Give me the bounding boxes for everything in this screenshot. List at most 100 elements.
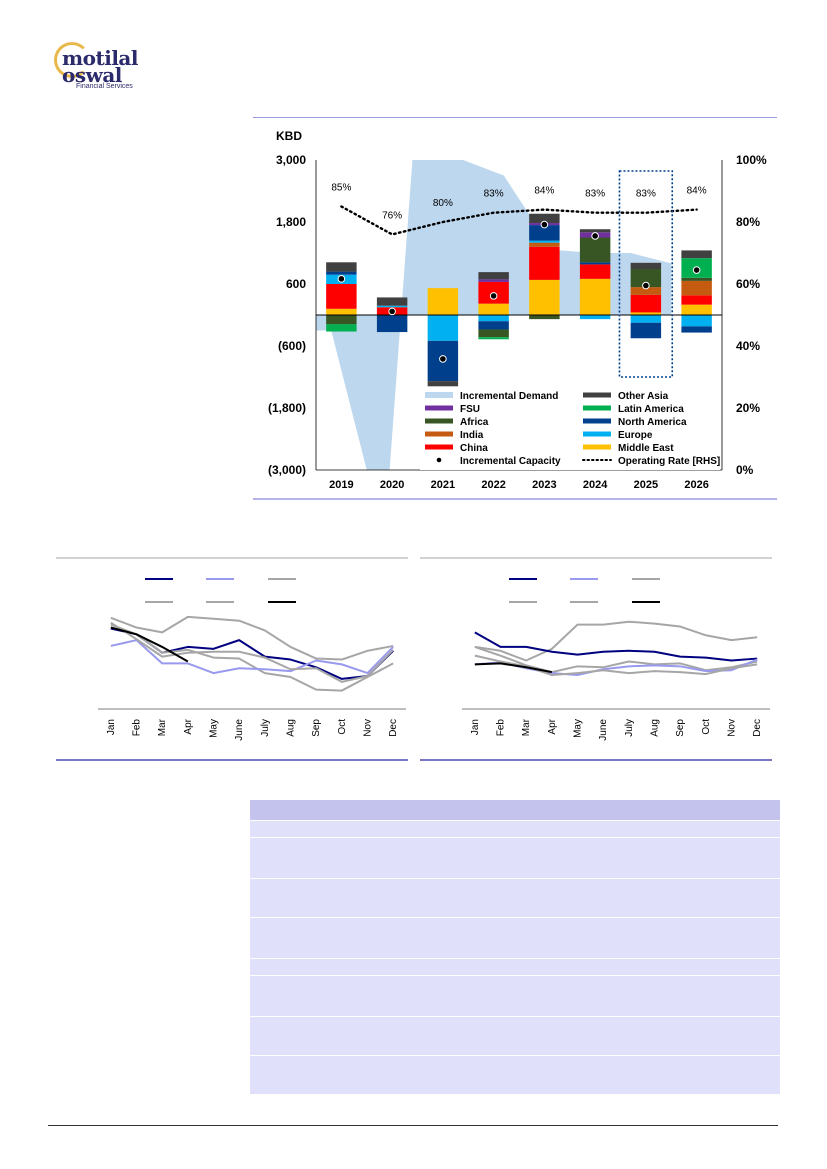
legend-item-incremental-demand: Incremental Demand (425, 391, 558, 402)
x-tick-label-Nov: Nov (363, 719, 374, 737)
highlight-box-2025 (618, 170, 674, 378)
bar-africa-2024 (579, 237, 611, 263)
bar-china-2026 (681, 295, 712, 305)
logo-word-oswal: oswal (62, 63, 122, 87)
bar-middle-east-2019 (326, 308, 357, 315)
bar-europe-2024 (579, 315, 611, 320)
y2-tick-label: 20% (736, 401, 760, 415)
incremental-capacity-dot-2019 (337, 275, 346, 283)
bar-middle-east-2021 (427, 288, 459, 315)
footer-divider (48, 1125, 778, 1126)
legend-background (420, 388, 720, 470)
legend-swatch (583, 405, 611, 411)
y-tick-label: 600 (286, 277, 306, 291)
bar-africa-2022 (478, 329, 509, 338)
y-tick-label: (3,000) (268, 463, 306, 477)
logo-word-motilal: motilal (62, 46, 139, 70)
legend-item-africa: Africa (425, 417, 489, 428)
bar-north-america-2026 (681, 326, 712, 333)
bar-middle-east-2026 (681, 304, 712, 315)
y-tick-label: 1,800 (276, 215, 306, 229)
bar-other-asia-2019 (326, 262, 357, 272)
bar-other-asia-2021 (427, 381, 459, 387)
legend-item-other-asia: Other Asia (583, 391, 669, 402)
x-tick-label-Aug: Aug (650, 719, 661, 737)
bar-north-america-2022 (478, 321, 509, 330)
legend-item-india: India (425, 430, 484, 441)
operating-rate-label-2024: 83% (585, 189, 605, 200)
y-tick-label: (1,800) (268, 401, 306, 415)
legend-label: Africa (460, 417, 489, 428)
logo: motilal oswal Financial Services (50, 40, 160, 95)
legend-label: China (460, 443, 488, 454)
bar-africa-2023 (529, 315, 560, 320)
bar-europe-2020 (376, 305, 408, 308)
x-tick-label-Oct: Oct (337, 719, 348, 735)
bar-china-2024 (579, 264, 611, 279)
bar-china-2019 (326, 284, 357, 309)
legend-label: Europe (618, 430, 653, 441)
operating-rate-label-2022: 83% (484, 189, 504, 200)
legend-item-incremental-capacity: Incremental Capacity (436, 456, 561, 467)
x-tick-label-Jan: Jan (470, 719, 481, 735)
bar-other-asia-2023 (529, 213, 560, 224)
legend-item-china: China (425, 443, 488, 454)
x-tick-label-Oct: Oct (701, 719, 712, 735)
bar-europe-2025 (630, 315, 662, 323)
bar-europe-2021 (427, 315, 459, 341)
bar-africa-2026 (681, 277, 712, 281)
incremental-capacity-dot-2022 (489, 292, 498, 300)
legend-swatch (425, 431, 453, 437)
monthly-line-chart-right: Jan Feb Mar Apr May June July Aug Sep Oct Nov Dec (420, 557, 772, 761)
bar-fsu-2022 (478, 279, 509, 282)
series-line-1 (110, 615, 394, 661)
legend-label: Middle East (618, 443, 674, 454)
legend-swatch (583, 418, 611, 424)
operating-rate-line (340, 205, 698, 236)
bar-china-2025 (630, 294, 662, 313)
legend-swatch (425, 444, 453, 450)
series-line-5 (110, 621, 394, 683)
table-row (250, 837, 780, 878)
operating-rate-label-2019: 85% (331, 183, 351, 194)
bar-china-2023 (529, 246, 560, 280)
incremental-capacity-dot-2023 (540, 220, 549, 229)
series-line-6 (110, 626, 189, 663)
incremental-capacity-dot-2026 (692, 266, 701, 274)
incremental-capacity-dot-2020 (388, 307, 396, 316)
y2-tick-label: 80% (736, 215, 760, 229)
x-tick-label-Apr: Apr (547, 718, 558, 734)
legend-label: Operating Rate [RHS] (618, 456, 720, 467)
bar-europe-2026 (681, 315, 712, 327)
legend-label: FSU (460, 404, 480, 415)
bar-africa-2019 (326, 315, 357, 325)
x-tick-label-2024: 2024 (583, 479, 608, 491)
table-header-row (250, 800, 780, 820)
bar-north-america-2025 (630, 322, 662, 339)
operating-rate-label-2020: 76% (382, 210, 402, 221)
legend-item-operating-rate-rhs-: Operating Rate [RHS] (582, 456, 720, 467)
table-row (250, 975, 780, 1016)
x-tick-label-Nov: Nov (727, 719, 738, 737)
legend-swatch (425, 405, 453, 411)
x-tick-label-Aug: Aug (286, 719, 297, 737)
logo-subtitle: Financial Services (76, 83, 133, 90)
operating-rate-label-2026: 84% (687, 186, 707, 197)
legend-item-middle-east: Middle East (583, 443, 674, 454)
x-tick-label-Dec: Dec (388, 719, 399, 737)
x-tick-label-2020: 2020 (380, 479, 404, 491)
x-tick-label-Sep: Sep (311, 719, 322, 737)
data-table (250, 800, 780, 1094)
operating-rate-label-2021: 80% (433, 198, 453, 209)
legend-label: Incremental Capacity (460, 456, 561, 467)
x-tick-label-Dec: Dec (752, 719, 763, 737)
series-line-2 (474, 631, 758, 662)
y-axis-unit-label: KBD (276, 129, 302, 143)
bar-north-america-2024 (579, 262, 611, 265)
bar-other-asia-2026 (681, 250, 712, 259)
legend-item-latin-america: Latin America (583, 404, 684, 415)
series-line-5 (474, 654, 758, 677)
y2-tick-label: 40% (736, 339, 760, 353)
series-line-3 (110, 623, 394, 692)
incremental-capacity-dot-2021 (439, 355, 447, 363)
